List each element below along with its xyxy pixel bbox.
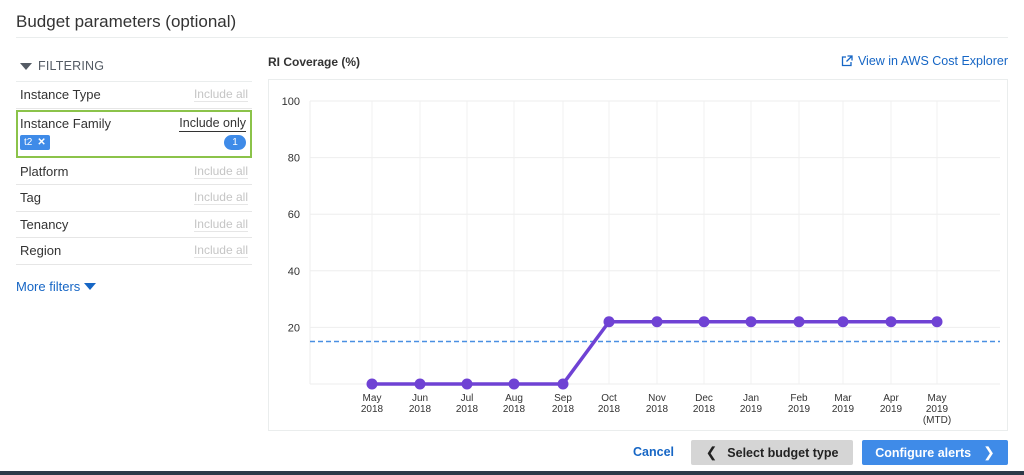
svg-text:Feb: Feb [790, 393, 808, 404]
filter-value[interactable]: Include all [193, 243, 248, 259]
filter-value[interactable]: Include only [179, 115, 246, 132]
svg-text:Aug: Aug [505, 393, 523, 404]
svg-text:Dec: Dec [695, 393, 713, 404]
svg-text:20: 20 [288, 322, 300, 334]
ri-coverage-chart: 20 40 60 80 100 May 2018 Jun 2018 Jul 2018 Aug 2018 S… [268, 79, 1008, 431]
external-link-icon [841, 55, 853, 67]
divider [16, 37, 1008, 38]
svg-text:May: May [363, 393, 382, 404]
svg-text:2019: 2019 [832, 404, 855, 415]
filter-chip: t2 ✕ [20, 134, 50, 150]
svg-text:100: 100 [282, 96, 300, 108]
chevron-left-icon: ❮ [705, 444, 718, 460]
filters-panel: FILTERING Instance Type Include all Inst… [16, 56, 252, 294]
svg-text:2018: 2018 [693, 404, 716, 415]
filter-value[interactable]: Include all [193, 190, 248, 206]
filter-label: Region [20, 243, 62, 259]
svg-text:(MTD): (MTD) [923, 415, 951, 426]
filter-value[interactable]: Include all [193, 216, 248, 232]
filter-value[interactable]: Include all [193, 87, 248, 103]
filter-count-badge: 1 [224, 134, 246, 150]
more-filters-label: More filters [16, 278, 81, 294]
svg-text:2018: 2018 [646, 404, 669, 415]
svg-text:40: 40 [288, 266, 300, 278]
svg-text:2018: 2018 [503, 404, 526, 415]
select-budget-type-button[interactable]: ❮ Select budget type [691, 440, 853, 465]
svg-text:60: 60 [288, 209, 300, 221]
configure-alerts-button[interactable]: Configure alerts ❯ [862, 440, 1008, 465]
caret-down-icon [20, 62, 32, 70]
filter-label: Platform [20, 163, 69, 179]
filter-label: Instance Family [20, 115, 112, 131]
filter-row-tenancy[interactable]: Tenancy Include all [16, 212, 252, 238]
filter-label: Tag [20, 190, 41, 206]
svg-text:Jul: Jul [461, 393, 474, 404]
chart-canvas: 20406080100May2018Jun2018Jul2018Aug2018S… [282, 96, 1000, 426]
cancel-button[interactable]: Cancel [633, 445, 674, 459]
svg-text:2019: 2019 [880, 404, 903, 415]
caret-down-icon [84, 282, 97, 290]
svg-text:Oct: Oct [601, 393, 617, 404]
svg-text:Apr: Apr [883, 393, 899, 404]
button-label: Select budget type [727, 445, 839, 460]
svg-text:80: 80 [288, 153, 300, 165]
chevron-right-icon: ❯ [983, 444, 995, 460]
footer-bar [0, 471, 1024, 475]
svg-text:2018: 2018 [598, 404, 621, 415]
filter-row-tag[interactable]: Tag Include all [16, 185, 252, 212]
svg-text:Mar: Mar [834, 393, 852, 404]
svg-text:2019: 2019 [926, 404, 949, 415]
filter-label: Tenancy [20, 216, 69, 232]
svg-text:2018: 2018 [456, 404, 479, 415]
page-title: Budget parameters (optional) [16, 12, 237, 31]
chip-label: t2 [24, 136, 33, 148]
svg-text:Nov: Nov [648, 393, 666, 404]
chart-title: RI Coverage (%) [268, 55, 361, 69]
view-in-cost-explorer-link[interactable]: View in AWS Cost Explorer [841, 54, 1008, 68]
svg-text:Jan: Jan [743, 393, 759, 404]
filter-row-instance-type[interactable]: Instance Type Include all [16, 82, 252, 109]
filter-row-region[interactable]: Region Include all [16, 238, 252, 265]
svg-text:Sep: Sep [554, 393, 572, 404]
filter-value[interactable]: Include all [193, 163, 248, 179]
svg-text:2019: 2019 [740, 404, 763, 415]
svg-text:2018: 2018 [409, 404, 432, 415]
more-filters-link[interactable]: More filters [16, 279, 252, 294]
svg-text:2018: 2018 [552, 404, 575, 415]
remove-chip-icon[interactable]: ✕ [37, 136, 46, 148]
svg-text:Jun: Jun [412, 393, 428, 404]
filter-label: Instance Type [20, 87, 101, 103]
filtering-header: FILTERING [38, 59, 105, 73]
link-label: View in AWS Cost Explorer [857, 54, 1008, 68]
button-label: Configure alerts [875, 445, 972, 460]
svg-text:2019: 2019 [788, 404, 811, 415]
svg-text:May: May [928, 393, 947, 404]
filtering-toggle[interactable]: FILTERING [16, 56, 252, 82]
filter-row-instance-family[interactable]: Instance Family Include only t2 ✕ 1 [16, 109, 252, 158]
filter-row-platform[interactable]: Platform Include all [16, 159, 252, 185]
svg-text:2018: 2018 [361, 404, 384, 415]
